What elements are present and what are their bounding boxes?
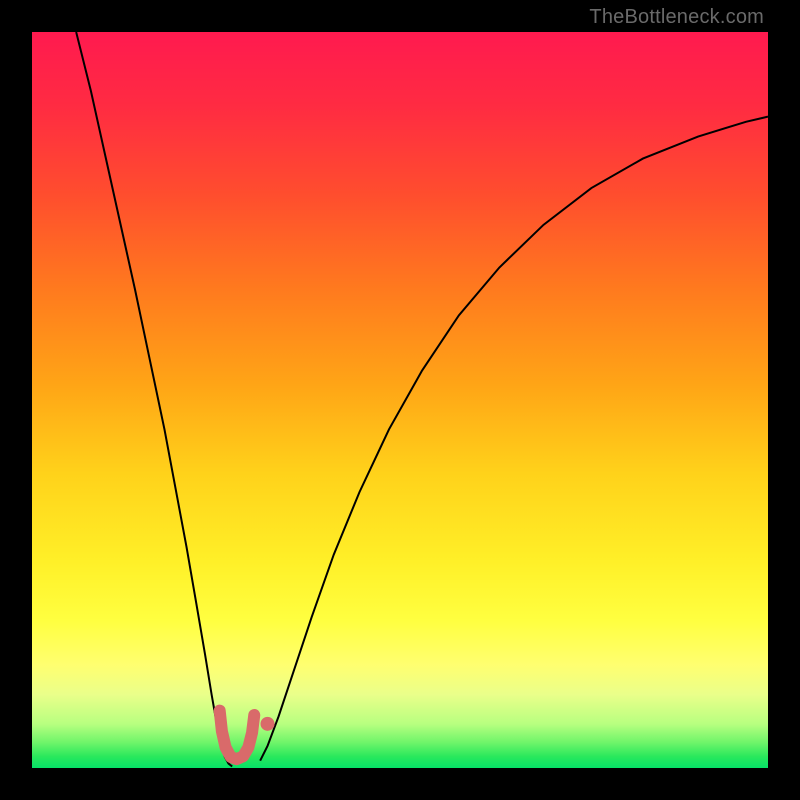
curve-layer <box>32 32 768 768</box>
right-bottleneck-curve <box>260 117 768 761</box>
frame-left <box>0 0 32 800</box>
cusp-dot-marker <box>261 717 275 731</box>
frame-bottom <box>0 768 800 800</box>
frame-right <box>768 0 800 800</box>
cusp-u-marker <box>220 711 255 760</box>
plot-area <box>32 32 768 768</box>
stage: TheBottleneck.com <box>0 0 800 800</box>
left-bottleneck-curve <box>76 32 232 767</box>
watermark-text: TheBottleneck.com <box>589 6 764 29</box>
